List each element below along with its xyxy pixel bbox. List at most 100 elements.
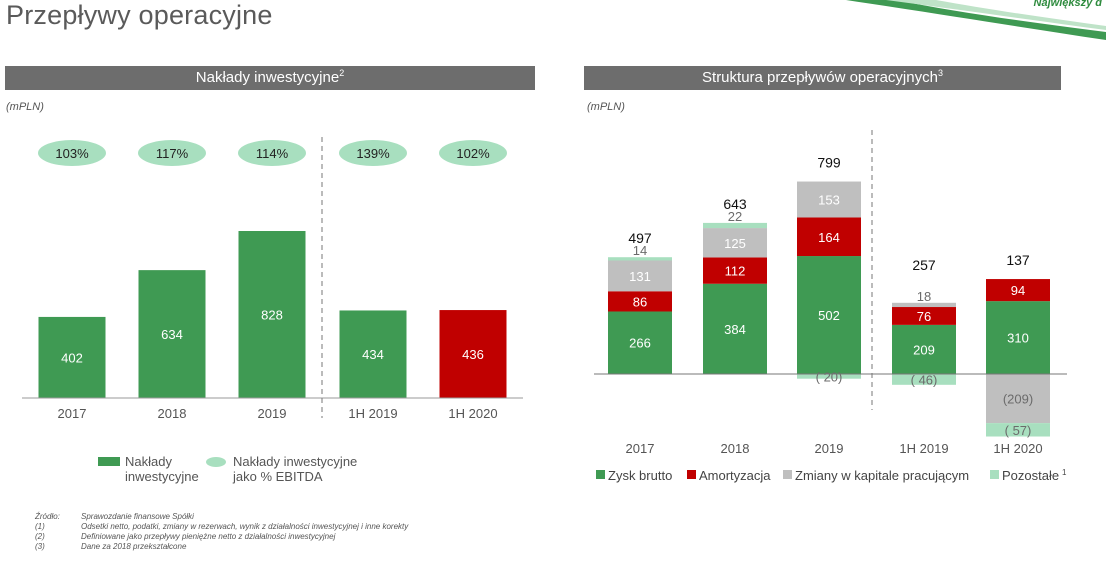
footnote-text: Sprawozdanie finansowe Spółki xyxy=(81,512,194,521)
cf-bar-pozostale xyxy=(892,374,956,385)
cf-bar-kapital-pracujacy xyxy=(892,302,956,308)
cf-segment-label: 86 xyxy=(633,294,647,309)
cf-bar-zysk-brutto xyxy=(797,256,861,374)
legend-amortyzacja-swatch xyxy=(687,470,696,479)
cf-total-label: 799 xyxy=(817,155,841,171)
cf-segment-label: ( 46) xyxy=(911,372,938,387)
cf-bar-pozostale xyxy=(797,374,861,379)
cf-segment-label: 502 xyxy=(818,308,840,323)
cf-bar-amortyzacja xyxy=(608,291,672,312)
capex-ebitda-pill xyxy=(439,140,507,166)
legend-pozostale-swatch xyxy=(990,470,999,479)
footnote-label: (2) xyxy=(35,532,45,541)
cf-segment-label: 131 xyxy=(629,269,651,284)
legend-amortyzacja-label: Amortyzacja xyxy=(699,468,771,483)
cf-segment-label: 384 xyxy=(724,322,746,337)
cf-segment-label: 14 xyxy=(633,243,647,258)
cf-segment-label: 22 xyxy=(728,209,742,224)
capex-pct-legend-swatch xyxy=(206,457,226,467)
capex-ebitda-pct-label: 139% xyxy=(356,146,390,161)
cf-segment-label: 266 xyxy=(629,336,651,351)
brand-tagline: Największy d xyxy=(1033,0,1102,9)
capex-bar-value: 402 xyxy=(61,350,83,365)
footnote-text: Dane za 2018 przekształcone xyxy=(81,542,187,551)
footnote-text: Definiowane jako przepływy pieniężne net… xyxy=(81,532,336,541)
left-unit-label: (mPLN) xyxy=(6,101,44,113)
capex-bar xyxy=(138,270,206,398)
cf-x-tick: 2018 xyxy=(721,441,750,456)
cf-bar-pozostale xyxy=(703,222,767,229)
cf-segment-label: 310 xyxy=(1007,331,1029,346)
right-panel-header-sup: 3 xyxy=(937,68,943,78)
capex-legend-label-line1: Nakłady xyxy=(125,454,172,469)
capex-x-tick: 1H 2019 xyxy=(348,406,397,421)
legend-kapital-pracujacy-swatch xyxy=(783,470,792,479)
cf-x-tick: 1H 2019 xyxy=(899,441,948,456)
capex-x-tick: 1H 2020 xyxy=(448,406,497,421)
capex-legend-label-line2: inwestycyjne xyxy=(125,469,199,484)
cf-bar-kapital-pracujacy xyxy=(986,374,1050,424)
cf-segment-label: 125 xyxy=(724,236,746,251)
capex-ebitda-pct-label: 103% xyxy=(55,146,89,161)
capex-ebitda-pct-label: 114% xyxy=(256,146,289,161)
footnote-row: (2) Definiowane jako przepływy pieniężne … xyxy=(35,532,408,542)
capex-bar-value: 436 xyxy=(462,347,484,362)
cf-bar-zysk-brutto xyxy=(986,301,1050,374)
cf-bar-zysk-brutto xyxy=(608,311,672,374)
cf-segment-label: 76 xyxy=(917,309,931,324)
cf-segment-label: 94 xyxy=(1011,283,1025,298)
cf-total-label: 643 xyxy=(723,196,747,212)
capex-bar xyxy=(339,310,407,398)
cf-bar-amortyzacja xyxy=(892,307,956,325)
legend-kapital-pracujacy-label: Zmiany w kapitale pracującym xyxy=(795,468,969,483)
capex-bar xyxy=(238,231,306,398)
capex-ebitda-pill xyxy=(138,140,206,166)
cf-bar-pozostale xyxy=(986,423,1050,437)
cf-x-tick: 1H 2020 xyxy=(993,441,1042,456)
capex-pct-legend-label-line2: jako % EBITDA xyxy=(232,469,323,484)
footnote-label: Źródło: xyxy=(35,512,60,521)
cf-bar-amortyzacja xyxy=(986,279,1050,302)
footnote-row: (3) Dane za 2018 przekształcone xyxy=(35,542,408,552)
capex-bar-value: 634 xyxy=(161,327,183,342)
cf-segment-label: ( 20) xyxy=(816,369,843,384)
cf-x-tick: 2017 xyxy=(626,441,655,456)
footnote-row: Źródło: Sprawozdanie finansowe Spółki xyxy=(35,512,408,522)
legend-zysk-brutto-swatch xyxy=(596,470,605,479)
capex-ebitda-pill xyxy=(38,140,106,166)
cf-segment-label: 18 xyxy=(917,289,931,304)
cf-segment-label: 153 xyxy=(818,193,840,208)
capex-x-tick: 2019 xyxy=(258,406,287,421)
capex-x-tick: 2017 xyxy=(58,406,87,421)
footnote-label: (3) xyxy=(35,542,45,551)
capex-bar xyxy=(439,310,507,398)
cf-total-label: 137 xyxy=(1006,252,1030,268)
right-panel-header-text: Struktura przepływów operacyjnych xyxy=(702,69,938,86)
left-panel-header: Nakłady inwestycyjne2 xyxy=(5,66,535,90)
footnote-row: (1) Odsetki netto, podatki, zmiany w reze… xyxy=(35,522,408,532)
capex-pct-legend-label-line1: Nakłady inwestycyjne xyxy=(233,454,357,469)
cf-bar-pozostale xyxy=(608,257,672,261)
footnotes: Źródło: Sprawozdanie finansowe Spółki (1)… xyxy=(35,512,408,552)
cf-total-label: 497 xyxy=(628,230,652,246)
cf-segment-label: ( 57) xyxy=(1005,423,1032,438)
page-title: Przepływy operacyjne xyxy=(6,0,273,30)
cf-bar-zysk-brutto xyxy=(892,324,956,374)
footnote-label: (1) xyxy=(35,522,45,531)
cf-segment-label: 164 xyxy=(818,230,840,245)
footnote-text: Odsetki netto, podatki, zmiany w rezerwa… xyxy=(81,522,409,531)
capex-x-tick: 2018 xyxy=(158,406,187,421)
capex-bar-value: 828 xyxy=(261,308,283,323)
capex-ebitda-pill xyxy=(238,140,306,166)
brand-swoosh-graphic xyxy=(846,0,1106,40)
cf-segment-label: (209) xyxy=(1003,392,1033,407)
cf-bar-kapital-pracujacy xyxy=(608,260,672,292)
cf-total-label: 257 xyxy=(912,257,936,273)
cf-x-tick: 2019 xyxy=(815,441,844,456)
right-unit-label: (mPLN) xyxy=(587,101,625,113)
cf-bar-zysk-brutto xyxy=(703,283,767,374)
capex-bar xyxy=(38,316,106,398)
capex-legend-swatch xyxy=(98,457,120,466)
right-panel-header: Struktura przepływów operacyjnych3 xyxy=(584,66,1061,90)
